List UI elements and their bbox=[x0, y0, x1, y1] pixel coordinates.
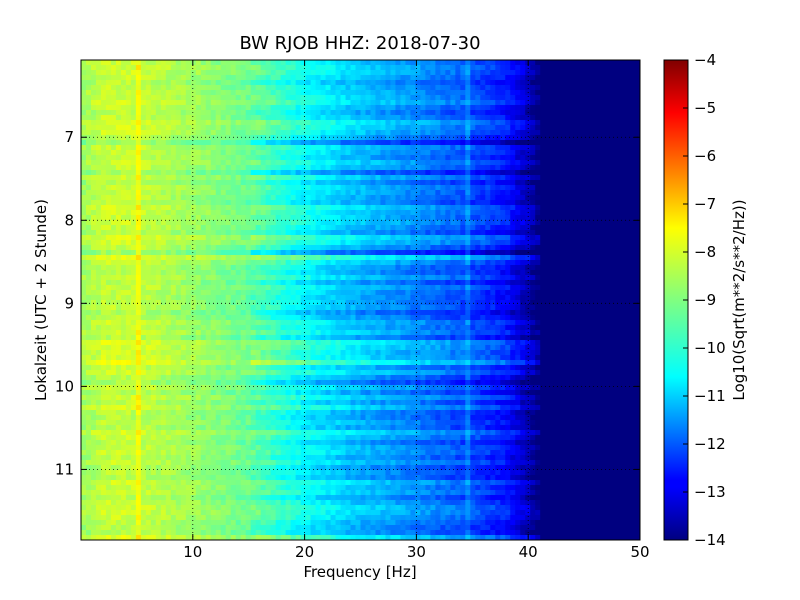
chart-title: BW RJOB HHZ: 2018-07-30 bbox=[239, 33, 480, 54]
y-tick-label: 10 bbox=[55, 377, 74, 395]
grid-lines bbox=[81, 60, 640, 540]
plot-frame bbox=[80, 59, 641, 541]
colorbar-tick-label: −7 bbox=[694, 195, 716, 213]
x-axis-label: Frequency [Hz] bbox=[303, 563, 416, 581]
colorbar-tick-label: −8 bbox=[694, 243, 716, 261]
colorbar-tick-label: −11 bbox=[694, 387, 726, 405]
x-tick-label: 10 bbox=[183, 543, 202, 561]
colorbar-tick-label: −12 bbox=[694, 435, 726, 453]
colorbar-tick-label: −14 bbox=[694, 531, 726, 549]
x-axis-ticks: 10 20 30 40 50 bbox=[183, 60, 650, 561]
x-tick-label: 30 bbox=[407, 543, 426, 561]
y-tick-label: 7 bbox=[64, 128, 74, 146]
colorbar-tick-label: −9 bbox=[694, 291, 716, 309]
x-tick-label: 40 bbox=[519, 543, 538, 561]
y-tick-label: 9 bbox=[64, 294, 74, 312]
y-axis-label: Lokalzeit (UTC + 2 Stunde) bbox=[32, 199, 50, 401]
x-tick-label: 20 bbox=[295, 543, 314, 561]
colorbar-label: Log10(Sqrt(m**2/s**2/Hz)) bbox=[730, 199, 748, 400]
colorbar-tick-label: −4 bbox=[694, 51, 716, 69]
y-axis-ticks: 7 8 9 10 11 bbox=[55, 128, 640, 478]
y-tick-label: 11 bbox=[55, 460, 74, 478]
spectrogram-image bbox=[81, 60, 640, 540]
colorbar-tick-label: −5 bbox=[694, 99, 716, 117]
x-tick-label: 50 bbox=[630, 543, 649, 561]
colorbar-tick-label: −10 bbox=[694, 339, 726, 357]
colorbar-ticks: −4 −5 −6 −7 −8 −9 −10 −11 −12 −13 −14 bbox=[683, 51, 726, 549]
colorbar-tick-label: −13 bbox=[694, 483, 726, 501]
colorbar-tick-label: −6 bbox=[694, 147, 716, 165]
y-tick-label: 8 bbox=[64, 211, 74, 229]
